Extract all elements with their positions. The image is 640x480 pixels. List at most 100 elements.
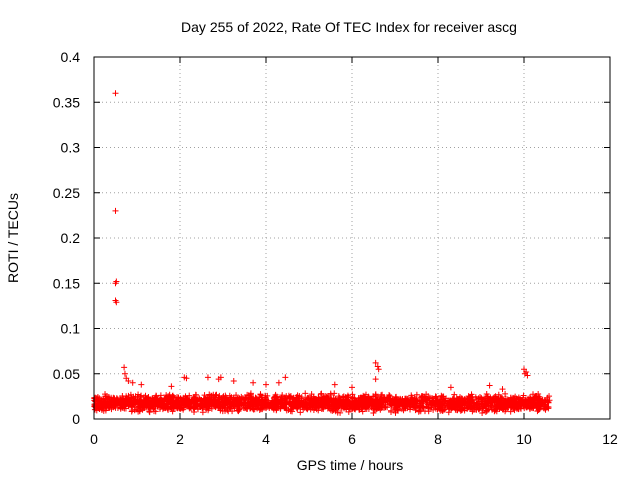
data-point (392, 409, 399, 416)
data-point (128, 394, 135, 401)
data-point (526, 405, 533, 412)
data-point (174, 394, 181, 401)
data-point (259, 406, 266, 413)
data-point (200, 395, 207, 402)
data-point (433, 393, 440, 400)
data-point (121, 364, 128, 371)
y-axis-ticks: 0 0.05 0.1 0.15 0.2 0.25 0.3 0.35 0.4 (53, 49, 610, 427)
data-point (311, 397, 318, 404)
data-point (234, 395, 241, 402)
data-point (489, 395, 496, 402)
data-point (512, 393, 519, 400)
data-point (129, 379, 136, 386)
data-point (191, 394, 198, 401)
data-point (323, 401, 330, 408)
x-tick-label: 4 (262, 431, 270, 447)
data-point (210, 396, 217, 403)
data-point (216, 394, 223, 401)
data-point (273, 394, 280, 401)
data-point (380, 398, 387, 405)
data-point (168, 383, 175, 390)
data-point (146, 409, 153, 416)
data-point (504, 404, 511, 411)
data-point (108, 406, 115, 413)
data-point (364, 402, 371, 409)
data-point (164, 405, 171, 412)
data-point (180, 396, 187, 403)
data-point (388, 408, 395, 415)
data-point (514, 396, 521, 403)
data-point (112, 90, 119, 97)
x-tick-label: 6 (348, 431, 356, 447)
data-point (251, 398, 258, 405)
data-point (319, 396, 326, 403)
data-point (166, 393, 173, 400)
data-point (219, 402, 226, 409)
data-point (383, 396, 390, 403)
data-point (394, 405, 401, 412)
data-point (204, 374, 211, 381)
data-point (324, 393, 331, 400)
data-point (233, 392, 240, 399)
data-point (372, 392, 379, 399)
data-point (431, 403, 438, 410)
data-point (413, 391, 420, 398)
data-point (175, 399, 182, 406)
data-point (438, 396, 445, 403)
y-tick-label: 0.05 (53, 366, 80, 382)
data-point (297, 409, 304, 416)
data-point (230, 400, 237, 407)
data-point (257, 391, 264, 398)
data-point (315, 402, 322, 409)
data-point (447, 384, 454, 391)
data-point (222, 394, 229, 401)
data-point (165, 406, 172, 413)
data-point (241, 405, 248, 412)
data-point (206, 403, 213, 410)
data-point (502, 390, 509, 397)
data-point (410, 397, 417, 404)
data-point (470, 400, 477, 407)
data-point (287, 393, 294, 400)
data-point (374, 402, 381, 409)
data-point (191, 409, 198, 416)
data-point (348, 396, 355, 403)
data-point (157, 397, 164, 404)
y-tick-label: 0.35 (53, 94, 80, 110)
data-point (266, 402, 273, 409)
data-point (478, 396, 485, 403)
data-point (112, 399, 119, 406)
data-point (169, 393, 176, 400)
data-point (143, 400, 150, 407)
data-point (330, 406, 337, 413)
data-point (163, 400, 170, 407)
data-point (318, 390, 325, 397)
data-point (471, 404, 478, 411)
data-point (152, 398, 159, 405)
data-point (498, 405, 505, 412)
data-point (430, 397, 437, 404)
data-point (160, 404, 167, 411)
y-tick-label: 0.25 (53, 185, 80, 201)
data-point (485, 399, 492, 406)
data-point (169, 408, 176, 415)
data-point (282, 404, 289, 411)
data-point (466, 401, 473, 408)
data-point (451, 400, 458, 407)
data-point (141, 394, 148, 401)
data-point (416, 403, 423, 410)
data-point (493, 403, 500, 410)
data-point (465, 395, 472, 402)
y-axis-label: ROTI / TECUs (5, 193, 21, 283)
data-point (204, 394, 211, 401)
data-point (491, 399, 498, 406)
data-point (537, 396, 544, 403)
data-point (382, 401, 389, 408)
data-point (245, 392, 252, 399)
data-point (518, 397, 525, 404)
data-point (537, 403, 544, 410)
data-point (348, 405, 355, 412)
data-point (333, 404, 340, 411)
data-point (149, 395, 156, 402)
data-point (365, 396, 372, 403)
